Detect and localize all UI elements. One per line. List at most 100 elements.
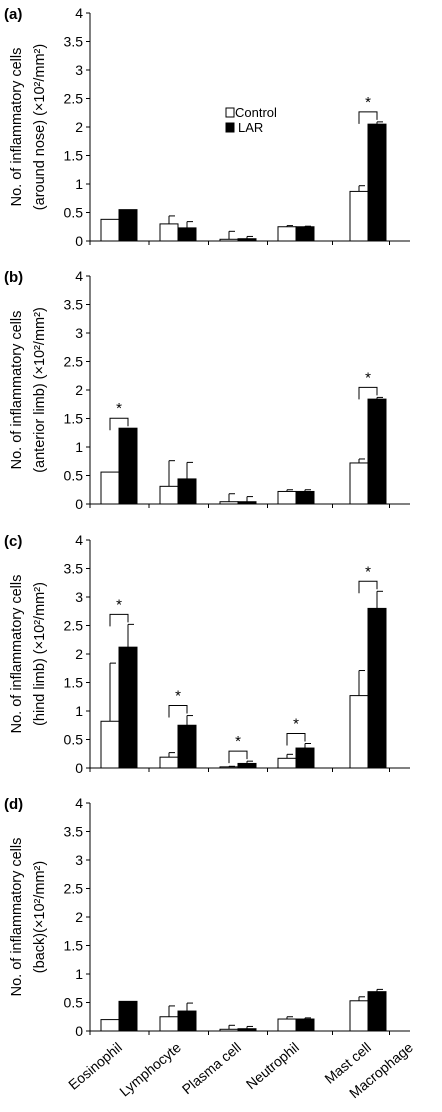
bar-lar (295, 1018, 315, 1032)
y-tick-label: 2 (75, 119, 83, 135)
significance-star: * (365, 94, 371, 111)
significance-star: * (116, 596, 122, 613)
y-tick-label: 0.5 (64, 468, 84, 484)
bar-lar (367, 123, 387, 242)
bar-lar (237, 501, 257, 505)
bar-lar (177, 478, 197, 505)
bar-control (219, 1028, 239, 1032)
significance-star: * (175, 688, 181, 705)
bar-lar (367, 991, 387, 1032)
y-tick-label: 4 (75, 268, 83, 284)
bar-lar (237, 1028, 257, 1032)
y-tick-label: 0 (75, 760, 83, 776)
y-axis-label-line: No. of inflammatory cells (9, 575, 25, 734)
category-label: Neutrophil (243, 1039, 302, 1092)
legend-swatch-control (225, 107, 235, 118)
y-tick-label: 0.5 (64, 205, 84, 221)
bar-control (159, 1016, 179, 1032)
bar-lar (367, 398, 387, 505)
significance-bracket (228, 750, 248, 764)
significance-star: * (116, 400, 122, 417)
bar-lar (295, 226, 315, 242)
bar-control (100, 720, 120, 769)
legend-swatch-lar (225, 122, 235, 133)
bar-lar (295, 490, 315, 505)
y-tick-label: 0 (75, 233, 83, 249)
significance-star: * (293, 715, 299, 732)
y-tick-label: 1 (75, 703, 83, 719)
y-tick-label: 3.5 (64, 561, 84, 577)
bar-control (100, 218, 120, 242)
y-tick-label: 2 (75, 646, 83, 662)
significance-bracket (286, 732, 306, 746)
y-axis-label-line: (anterior limb) (×10²/mm²) (32, 307, 48, 473)
bar-control (100, 471, 120, 505)
bar-lar (118, 427, 138, 505)
bar-control (159, 756, 179, 769)
bar-control (159, 485, 179, 505)
bar-control (349, 695, 369, 769)
bar-control (277, 490, 297, 505)
bar-lar (237, 238, 257, 242)
y-tick-label: 3 (75, 325, 83, 341)
y-axis-label-line: (around nose) (×10²/mm²) (32, 44, 48, 210)
y-tick-label: 1.5 (64, 938, 84, 954)
y-tick-label: 3.5 (64, 297, 84, 313)
bar-control (349, 462, 369, 505)
y-tick-label: 0 (75, 1023, 83, 1039)
y-tick-label: 4 (75, 5, 83, 21)
significance-bracket (358, 386, 378, 400)
bar-lar (118, 209, 138, 242)
legend-label-control: Control (235, 105, 277, 120)
significance-bracket (168, 705, 188, 718)
y-tick-label: 4 (75, 532, 83, 548)
bar-lar (177, 724, 197, 769)
y-tick-label: 1.5 (64, 675, 84, 691)
legend-label-lar: LAR (238, 120, 263, 135)
y-tick-label: 3 (75, 852, 83, 868)
bar-lar (237, 762, 257, 769)
y-tick-label: 1.5 (64, 411, 84, 427)
panel-label: (a) (4, 6, 22, 23)
y-tick-label: 0.5 (64, 732, 84, 748)
y-tick-label: 3 (75, 589, 83, 605)
bar-control (277, 226, 297, 242)
y-tick-label: 2.5 (64, 618, 84, 634)
y-tick-label: 2.5 (64, 881, 84, 897)
y-tick-label: 1 (75, 439, 83, 455)
bar-control (219, 766, 239, 769)
y-tick-label: 2 (75, 382, 83, 398)
panel-label: (d) (4, 796, 23, 813)
significance-bracket (358, 111, 378, 124)
y-axis-label-line: No. of inflammatory cells (9, 48, 25, 207)
category-label: Lymphocyte (116, 1039, 184, 1100)
significance-star: * (235, 733, 241, 750)
bar-lar (295, 747, 315, 769)
bar-control (159, 223, 179, 242)
y-tick-label: 0.5 (64, 995, 84, 1011)
y-tick-label: 3 (75, 62, 83, 78)
bar-control (349, 1000, 369, 1032)
y-tick-label: 4 (75, 795, 83, 811)
panel-label: (c) (4, 533, 22, 550)
significance-bracket (358, 580, 378, 594)
category-label: Plasma cell (179, 1039, 244, 1097)
bar-lar (177, 227, 197, 242)
y-axis-label-line: No. of inflammatory cells (9, 838, 25, 997)
y-tick-label: 0 (75, 496, 83, 512)
bar-lar (367, 607, 387, 769)
bar-control (277, 757, 297, 769)
y-axis-label-line: (hind limb) (×10²/mm²) (32, 582, 48, 726)
bar-lar (118, 646, 138, 769)
bar-control (219, 501, 239, 505)
significance-star: * (365, 563, 371, 580)
significance-bracket (109, 613, 129, 627)
bar-control (277, 1018, 297, 1032)
bar-lar (118, 1000, 138, 1032)
y-tick-label: 1 (75, 966, 83, 982)
bar-lar (177, 1010, 197, 1032)
bar-control (349, 190, 369, 242)
y-tick-label: 2 (75, 909, 83, 925)
y-axis-label-line: No. of inflammatory cells (9, 311, 25, 470)
